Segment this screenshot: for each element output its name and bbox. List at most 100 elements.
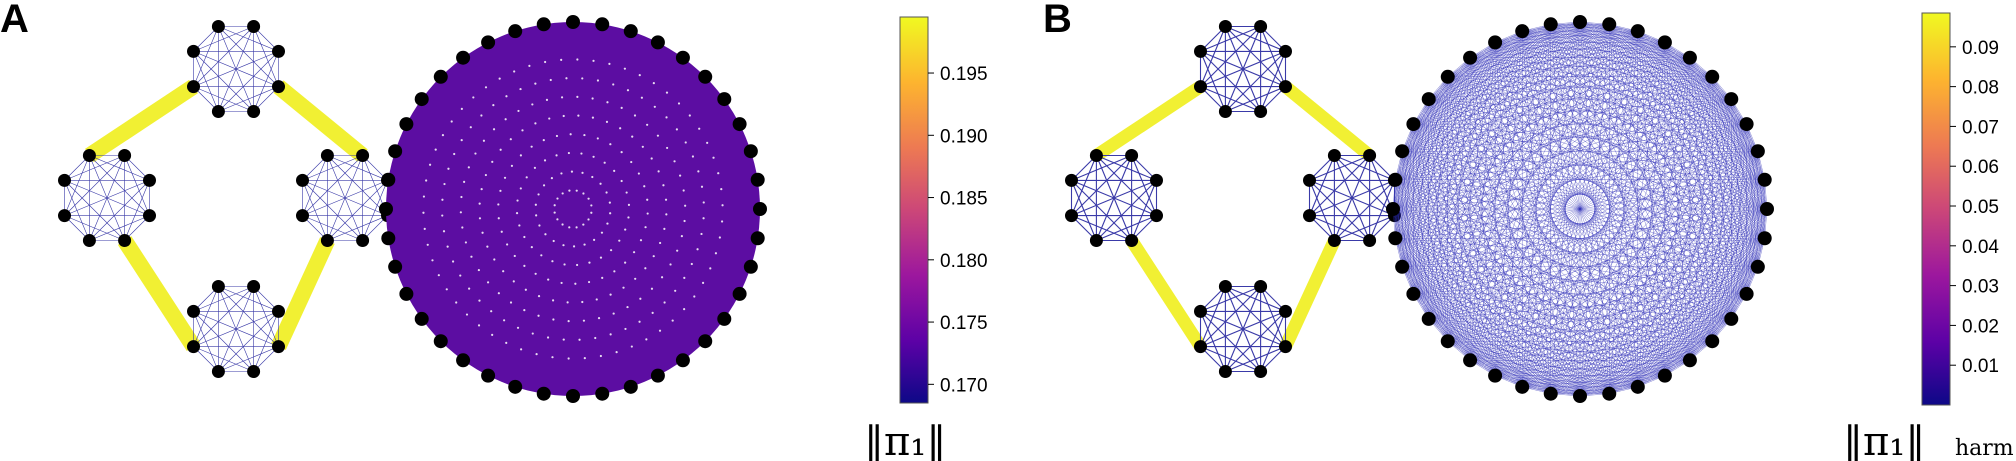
speckle	[613, 270, 616, 273]
speckle	[531, 332, 534, 335]
speckle	[626, 305, 629, 309]
node	[399, 117, 414, 132]
speckle	[521, 129, 524, 132]
complete-edge	[1413, 31, 1523, 294]
node	[1218, 104, 1232, 118]
node	[1194, 44, 1208, 58]
complete-edge	[1495, 208, 1768, 376]
complete-edge	[1522, 31, 1713, 342]
node	[247, 364, 261, 378]
complete-edge	[1522, 31, 1610, 394]
complete-edge	[1395, 98, 1732, 180]
speckle	[442, 230, 446, 233]
speckle	[535, 353, 538, 356]
clique-top	[187, 20, 285, 118]
node	[1089, 233, 1103, 247]
complete-edge	[1579, 76, 1713, 397]
complete-edge	[1402, 31, 1523, 152]
complete-edge	[1494, 31, 1523, 376]
complete-edge	[1413, 123, 1713, 342]
node	[211, 280, 225, 294]
node	[58, 209, 72, 223]
node	[1065, 173, 1079, 187]
complete-edge	[1447, 151, 1758, 342]
complete-edge	[1392, 123, 1747, 210]
complete-edge	[1413, 124, 1581, 397]
complete-edge	[1522, 31, 1666, 376]
complete-edge	[1469, 24, 1551, 361]
speckle	[693, 295, 696, 298]
speckle	[640, 96, 643, 99]
node	[1254, 20, 1268, 34]
clique-edge	[1071, 155, 1132, 216]
complete-edge	[1413, 24, 1551, 125]
clique-edge	[218, 286, 279, 312]
speckle	[646, 198, 649, 201]
clique-edge	[1224, 26, 1262, 112]
node	[320, 149, 334, 163]
clique-edge	[1225, 285, 1286, 312]
colorbar-b-title-main: ‖π₁‖	[1843, 419, 1925, 461]
speckle	[720, 188, 723, 191]
complete-edge	[1469, 24, 1610, 361]
speckle	[575, 226, 578, 229]
speckle	[518, 224, 521, 227]
speckle	[684, 141, 687, 144]
node	[623, 24, 638, 39]
complete-edge	[1447, 24, 1551, 77]
complete-edge	[1447, 76, 1691, 361]
clique-edge	[302, 155, 363, 216]
speckle	[618, 239, 621, 242]
complete-edge	[1447, 76, 1610, 394]
speckle	[517, 109, 520, 113]
speckle	[633, 114, 637, 117]
complete-edge	[1447, 76, 1758, 267]
speckle	[683, 308, 686, 311]
clique-edge	[1309, 180, 1370, 241]
clique-edge	[1200, 346, 1261, 373]
complete-edge	[1637, 42, 1666, 387]
speckle	[690, 262, 693, 266]
complete-edge	[1413, 98, 1732, 125]
complete-edge	[1550, 24, 1732, 100]
speckle	[447, 167, 450, 170]
speckle	[591, 175, 594, 179]
speckle	[599, 354, 602, 358]
speckle	[646, 123, 649, 126]
complete-edge	[1522, 31, 1581, 397]
speckle	[639, 239, 643, 242]
colorbar-tick-label: 0.03	[1962, 277, 1999, 298]
clique-edge	[302, 180, 328, 241]
speckle	[615, 351, 618, 354]
clique-edge	[1200, 86, 1261, 113]
speckle	[658, 329, 662, 332]
speckle	[665, 213, 668, 216]
node	[1750, 259, 1765, 274]
node	[1724, 311, 1739, 326]
clique-edge	[327, 155, 363, 241]
complete-edge	[1470, 57, 1768, 210]
complete-edge	[1447, 31, 1523, 77]
speckle	[490, 310, 493, 313]
complete-edge	[1689, 57, 1747, 294]
speckle	[677, 102, 681, 105]
speckle	[528, 64, 531, 67]
node	[1657, 35, 1672, 50]
complete-edge	[1395, 179, 1758, 267]
complete-edge	[1392, 57, 1471, 210]
complete-edge	[1550, 24, 1638, 387]
speckle	[453, 152, 456, 156]
speckle	[572, 245, 576, 248]
complete-edge	[1392, 208, 1747, 295]
speckle	[546, 336, 550, 339]
node	[732, 286, 747, 301]
complete-edge	[1550, 24, 1713, 77]
clique-edge	[327, 155, 388, 216]
speckle	[641, 145, 644, 148]
speckle	[523, 235, 526, 239]
complete-edge	[1495, 42, 1768, 210]
speckle	[676, 249, 679, 252]
speckle	[498, 77, 501, 80]
node	[187, 80, 201, 94]
speckle	[596, 137, 599, 140]
